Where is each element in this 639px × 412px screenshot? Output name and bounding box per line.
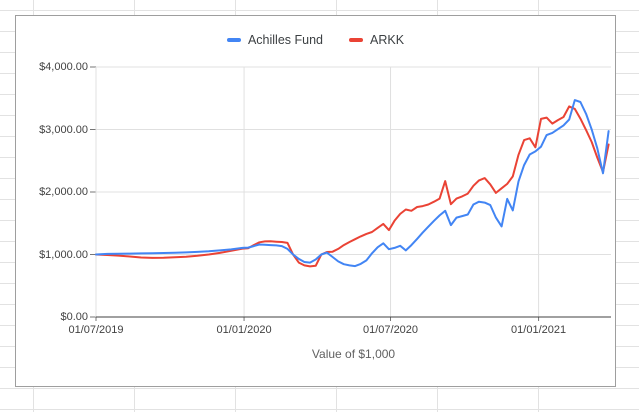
- legend-item-achilles-fund: Achilles Fund: [226, 33, 323, 47]
- y-axis-tick-label: $3,000.00: [39, 123, 88, 136]
- chart-legend: Achilles Fund ARKK: [16, 33, 615, 47]
- legend-item-arkk: ARKK: [349, 33, 404, 47]
- legend-label: ARKK: [370, 33, 405, 47]
- legend-swatch-icon: [226, 38, 241, 42]
- achilles-fund-line: [95, 99, 610, 268]
- x-axis-tick-label: 01/01/2020: [216, 324, 272, 336]
- x-axis-tick-label: 01/07/2019: [68, 324, 124, 336]
- y-axis-tick-label: $4,000.00: [39, 61, 88, 73]
- legend-label: Achilles Fund: [247, 33, 323, 47]
- plot-svg: [90, 66, 611, 321]
- x-axis-tick-label: 01/07/2020: [362, 324, 419, 336]
- chart-container[interactable]: Achilles Fund ARKK $0.00 $1,000.00 $2,000.0…: [15, 15, 616, 387]
- legend-swatch-icon: [349, 38, 363, 42]
- y-axis-tick-label: $2,000.00: [39, 186, 88, 198]
- x-axis-title: Value of $1,000: [311, 347, 396, 361]
- y-axis-tick-label: $1,000.00: [39, 248, 88, 261]
- x-axis-tick-label: 01/01/2021: [511, 324, 567, 336]
- y-axis-tick-label: $0.00: [60, 311, 88, 323]
- arkk-line: [95, 105, 610, 268]
